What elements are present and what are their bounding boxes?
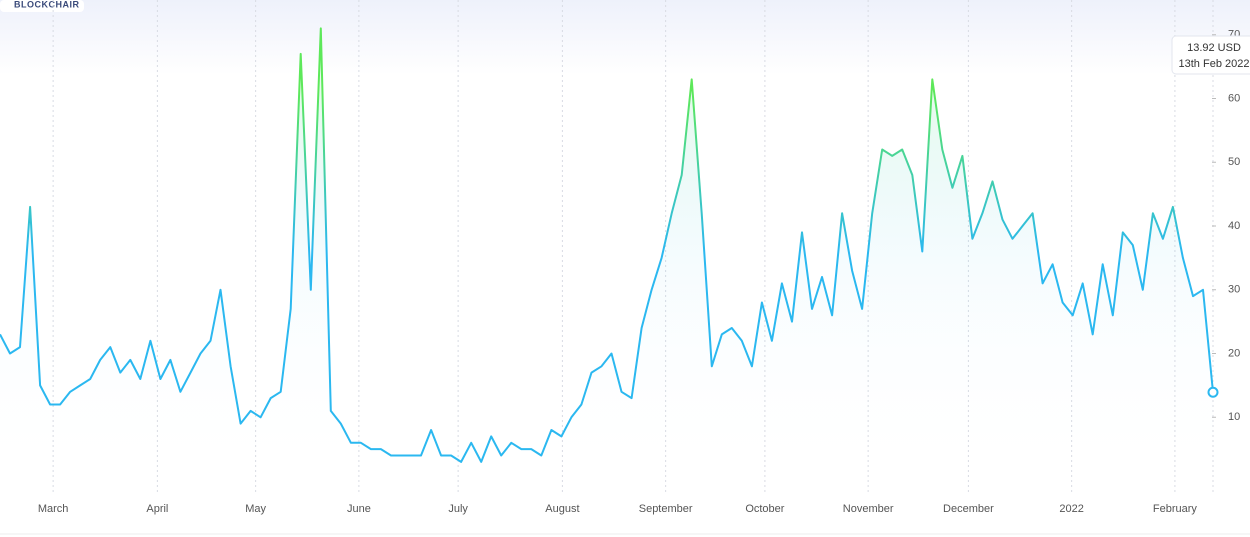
y-tick-label: 60	[1228, 92, 1240, 104]
x-tick-label: November	[843, 503, 894, 515]
area	[0, 28, 1213, 482]
brand-box	[0, 0, 84, 12]
x-tick-label: February	[1153, 503, 1198, 515]
tooltip-box	[1171, 35, 1250, 75]
brand: BLOCKCHAIR	[14, 0, 80, 9]
tooltip-date: 13th Feb 2022	[1179, 58, 1250, 70]
line	[0, 27, 1214, 463]
x-tick-label: April	[146, 503, 168, 515]
x-tick-label: September	[639, 503, 693, 515]
y-tick-label: 20	[1228, 347, 1240, 359]
header-bg	[0, 0, 1250, 75]
tooltip-value: 13.92 USD	[1187, 42, 1241, 54]
y-tick-label: 50	[1228, 156, 1240, 168]
x-tick-label: December	[943, 503, 994, 515]
x-tick-label: August	[545, 503, 579, 515]
hover-point	[1207, 386, 1219, 398]
y-tick-label: 10	[1228, 411, 1240, 423]
x-tick-label: May	[245, 503, 266, 515]
x-tick-label: 2022	[1059, 503, 1083, 515]
x-tick-label: July	[448, 503, 468, 515]
x-tick-label: October	[745, 503, 784, 515]
y-tick-label: 40	[1228, 220, 1240, 232]
y-tick-label: 30	[1228, 284, 1240, 296]
x-tick-label: June	[347, 503, 371, 515]
x-tick-label: March	[38, 503, 69, 515]
